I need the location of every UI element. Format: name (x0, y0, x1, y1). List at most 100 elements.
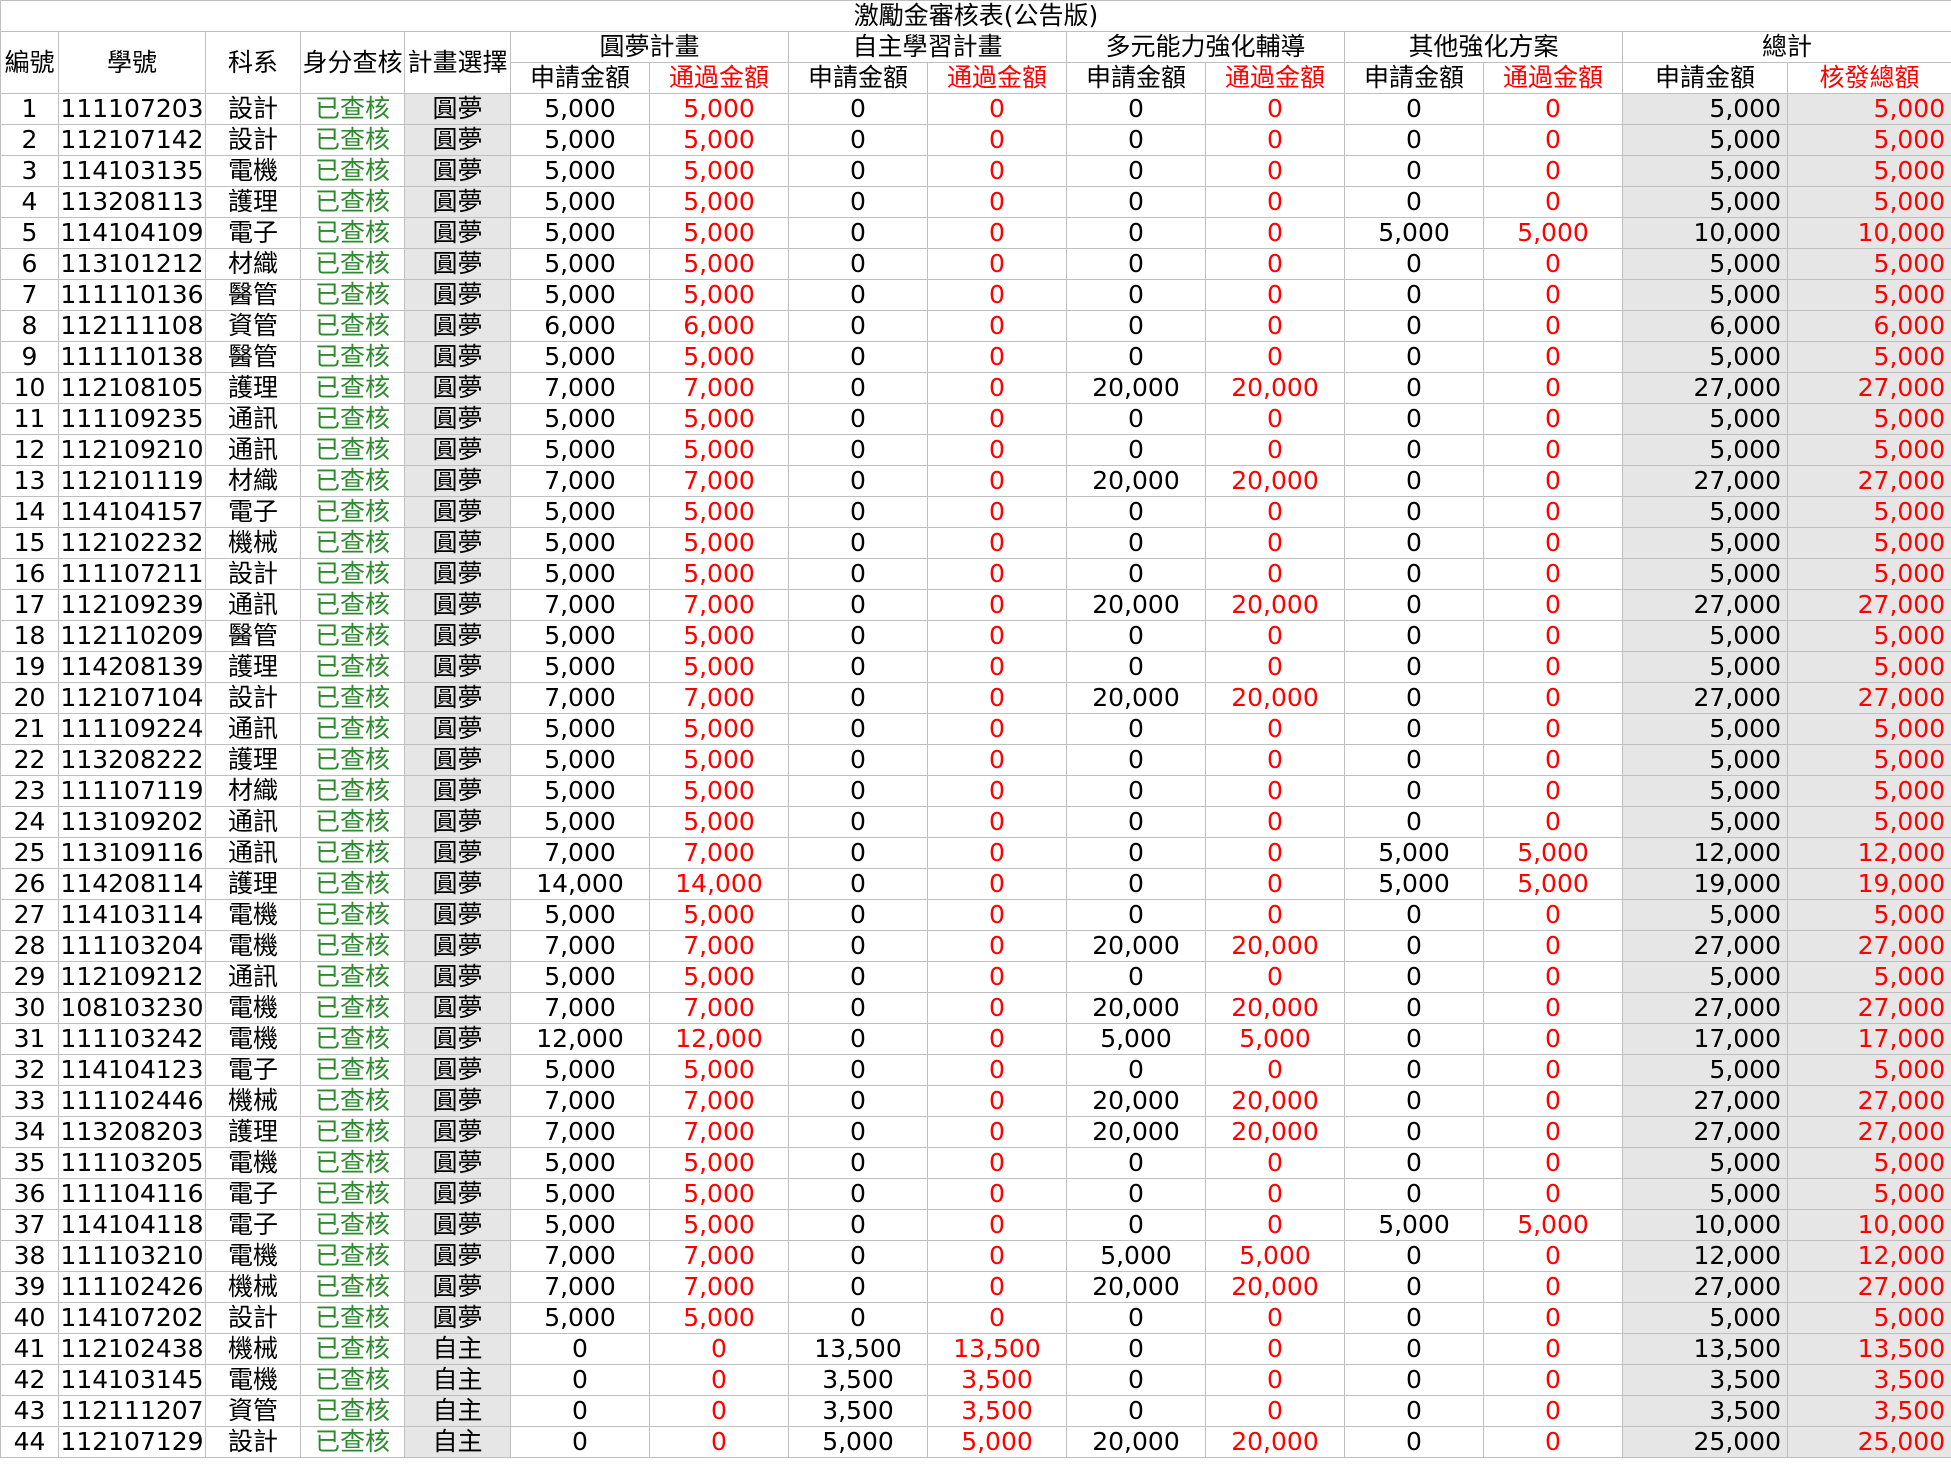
cell-student-id: 112102232 (58, 527, 206, 559)
cell-dream-pass: 5,000 (649, 744, 789, 776)
cell-multi-apply: 0 (1066, 1147, 1206, 1179)
cell-multi-apply: 20,000 (1066, 1426, 1206, 1458)
cell-identity: 已查核 (300, 806, 405, 838)
cell-multi-apply: 0 (1066, 341, 1206, 373)
cell-other-apply: 0 (1344, 1240, 1484, 1272)
cell-self-pass: 0 (927, 806, 1067, 838)
cell-other-apply: 0 (1344, 1395, 1484, 1427)
cell-dream-pass: 5,000 (649, 651, 789, 683)
cell-dream-apply: 7,000 (510, 372, 650, 404)
cell-dept: 設計 (205, 1302, 301, 1334)
cell-multi-apply: 0 (1066, 1333, 1206, 1365)
cell-identity: 已查核 (300, 651, 405, 683)
cell-self-pass: 0 (927, 899, 1067, 931)
cell-student-id: 112111108 (58, 310, 206, 342)
cell-self-pass: 0 (927, 589, 1067, 621)
cell-dream-apply: 5,000 (510, 713, 650, 745)
cell-dream-apply: 12,000 (510, 1023, 650, 1055)
cell-student-id: 114103114 (58, 899, 206, 931)
cell-identity: 已查核 (300, 868, 405, 900)
cell-other-pass: 0 (1483, 620, 1623, 652)
table-row: 25 113109116 通訊 已查核 圓夢 7,000 7,000 0 0 0 0 5,000 5,0… (0, 837, 1951, 869)
cell-total-apply: 3,500 (1622, 1364, 1788, 1396)
table-row: 16 111107211 設計 已查核 圓夢 5,000 5,000 0 0 0 0 0 0 5,000 5… (0, 558, 1951, 590)
cell-dream-apply: 0 (510, 1364, 650, 1396)
cell-total-grant: 27,000 (1786, 682, 1951, 714)
cell-no: 9 (0, 341, 59, 373)
cell-dept: 材織 (205, 775, 301, 807)
cell-other-apply: 0 (1344, 434, 1484, 466)
cell-multi-pass: 0 (1205, 1147, 1345, 1179)
cell-total-grant: 10,000 (1786, 1209, 1951, 1241)
cell-no: 23 (0, 775, 59, 807)
cell-dream-pass: 5,000 (649, 1054, 789, 1086)
cell-plan: 圓夢 (404, 961, 511, 993)
cell-other-pass: 0 (1483, 713, 1623, 745)
cell-other-apply: 0 (1344, 1364, 1484, 1396)
cell-multi-apply: 0 (1066, 124, 1206, 156)
cell-dept: 機械 (205, 1333, 301, 1365)
cell-no: 3 (0, 155, 59, 187)
cell-dept: 護理 (205, 651, 301, 683)
table-row: 20 112107104 設計 已查核 圓夢 7,000 7,000 0 0 20,000 20,0… (0, 682, 1951, 714)
cell-total-apply: 27,000 (1622, 589, 1788, 621)
cell-student-id: 112107142 (58, 124, 206, 156)
cell-total-apply: 3,500 (1622, 1395, 1788, 1427)
cell-other-pass: 0 (1483, 1271, 1623, 1303)
cell-self-apply: 0 (788, 279, 928, 311)
cell-no: 37 (0, 1209, 59, 1241)
cell-self-apply: 0 (788, 1054, 928, 1086)
cell-identity: 已查核 (300, 124, 405, 156)
cell-other-pass: 0 (1483, 124, 1623, 156)
header-group-multi-ability: 多元能力強化輔導 (1066, 31, 1345, 63)
header-pass: 通過金額 (927, 62, 1067, 94)
cell-self-apply: 0 (788, 744, 928, 776)
cell-dream-apply: 5,000 (510, 1209, 650, 1241)
cell-total-apply: 12,000 (1622, 1240, 1788, 1272)
header-pass: 通過金額 (1205, 62, 1345, 94)
cell-plan: 圓夢 (404, 744, 511, 776)
cell-plan: 圓夢 (404, 434, 511, 466)
cell-identity: 已查核 (300, 496, 405, 528)
table-row: 43 112111207 資管 已查核 自主 0 0 3,500 3,500 0 0 0 0 3,500 3… (0, 1395, 1951, 1427)
cell-student-id: 112101119 (58, 465, 206, 497)
cell-multi-apply: 20,000 (1066, 992, 1206, 1024)
cell-dept: 護理 (205, 1116, 301, 1148)
cell-dream-apply: 5,000 (510, 651, 650, 683)
cell-no: 31 (0, 1023, 59, 1055)
cell-dream-apply: 5,000 (510, 775, 650, 807)
cell-no: 38 (0, 1240, 59, 1272)
cell-other-pass: 0 (1483, 1023, 1623, 1055)
cell-other-apply: 0 (1344, 1085, 1484, 1117)
cell-dept: 電機 (205, 1240, 301, 1272)
cell-multi-pass: 0 (1205, 1364, 1345, 1396)
header-plan: 計畫選擇 (404, 31, 511, 94)
cell-multi-apply: 0 (1066, 1054, 1206, 1086)
header-apply: 申請金額 (1066, 62, 1206, 94)
cell-self-apply: 0 (788, 155, 928, 187)
cell-dream-pass: 5,000 (649, 217, 789, 249)
table-row: 41 112102438 機械 已查核 自主 0 0 13,500 13,500 0 0 0 0 13,5… (0, 1333, 1951, 1365)
cell-total-apply: 5,000 (1622, 93, 1788, 125)
cell-total-apply: 19,000 (1622, 868, 1788, 900)
cell-student-id: 112102438 (58, 1333, 206, 1365)
cell-dream-apply: 5,000 (510, 527, 650, 559)
cell-other-apply: 0 (1344, 682, 1484, 714)
cell-self-pass: 0 (927, 1147, 1067, 1179)
cell-total-grant: 5,000 (1786, 527, 1951, 559)
cell-total-grant: 27,000 (1786, 1271, 1951, 1303)
cell-plan: 圓夢 (404, 93, 511, 125)
cell-identity: 已查核 (300, 558, 405, 590)
cell-self-apply: 0 (788, 899, 928, 931)
cell-multi-apply: 0 (1066, 620, 1206, 652)
cell-other-apply: 0 (1344, 620, 1484, 652)
cell-total-apply: 5,000 (1622, 527, 1788, 559)
cell-multi-pass: 5,000 (1205, 1240, 1345, 1272)
cell-dept: 材織 (205, 465, 301, 497)
cell-dream-apply: 7,000 (510, 992, 650, 1024)
cell-total-apply: 5,000 (1622, 558, 1788, 590)
cell-total-apply: 5,000 (1622, 1054, 1788, 1086)
cell-other-pass: 0 (1483, 1364, 1623, 1396)
cell-multi-pass: 20,000 (1205, 930, 1345, 962)
cell-dream-pass: 5,000 (649, 1178, 789, 1210)
